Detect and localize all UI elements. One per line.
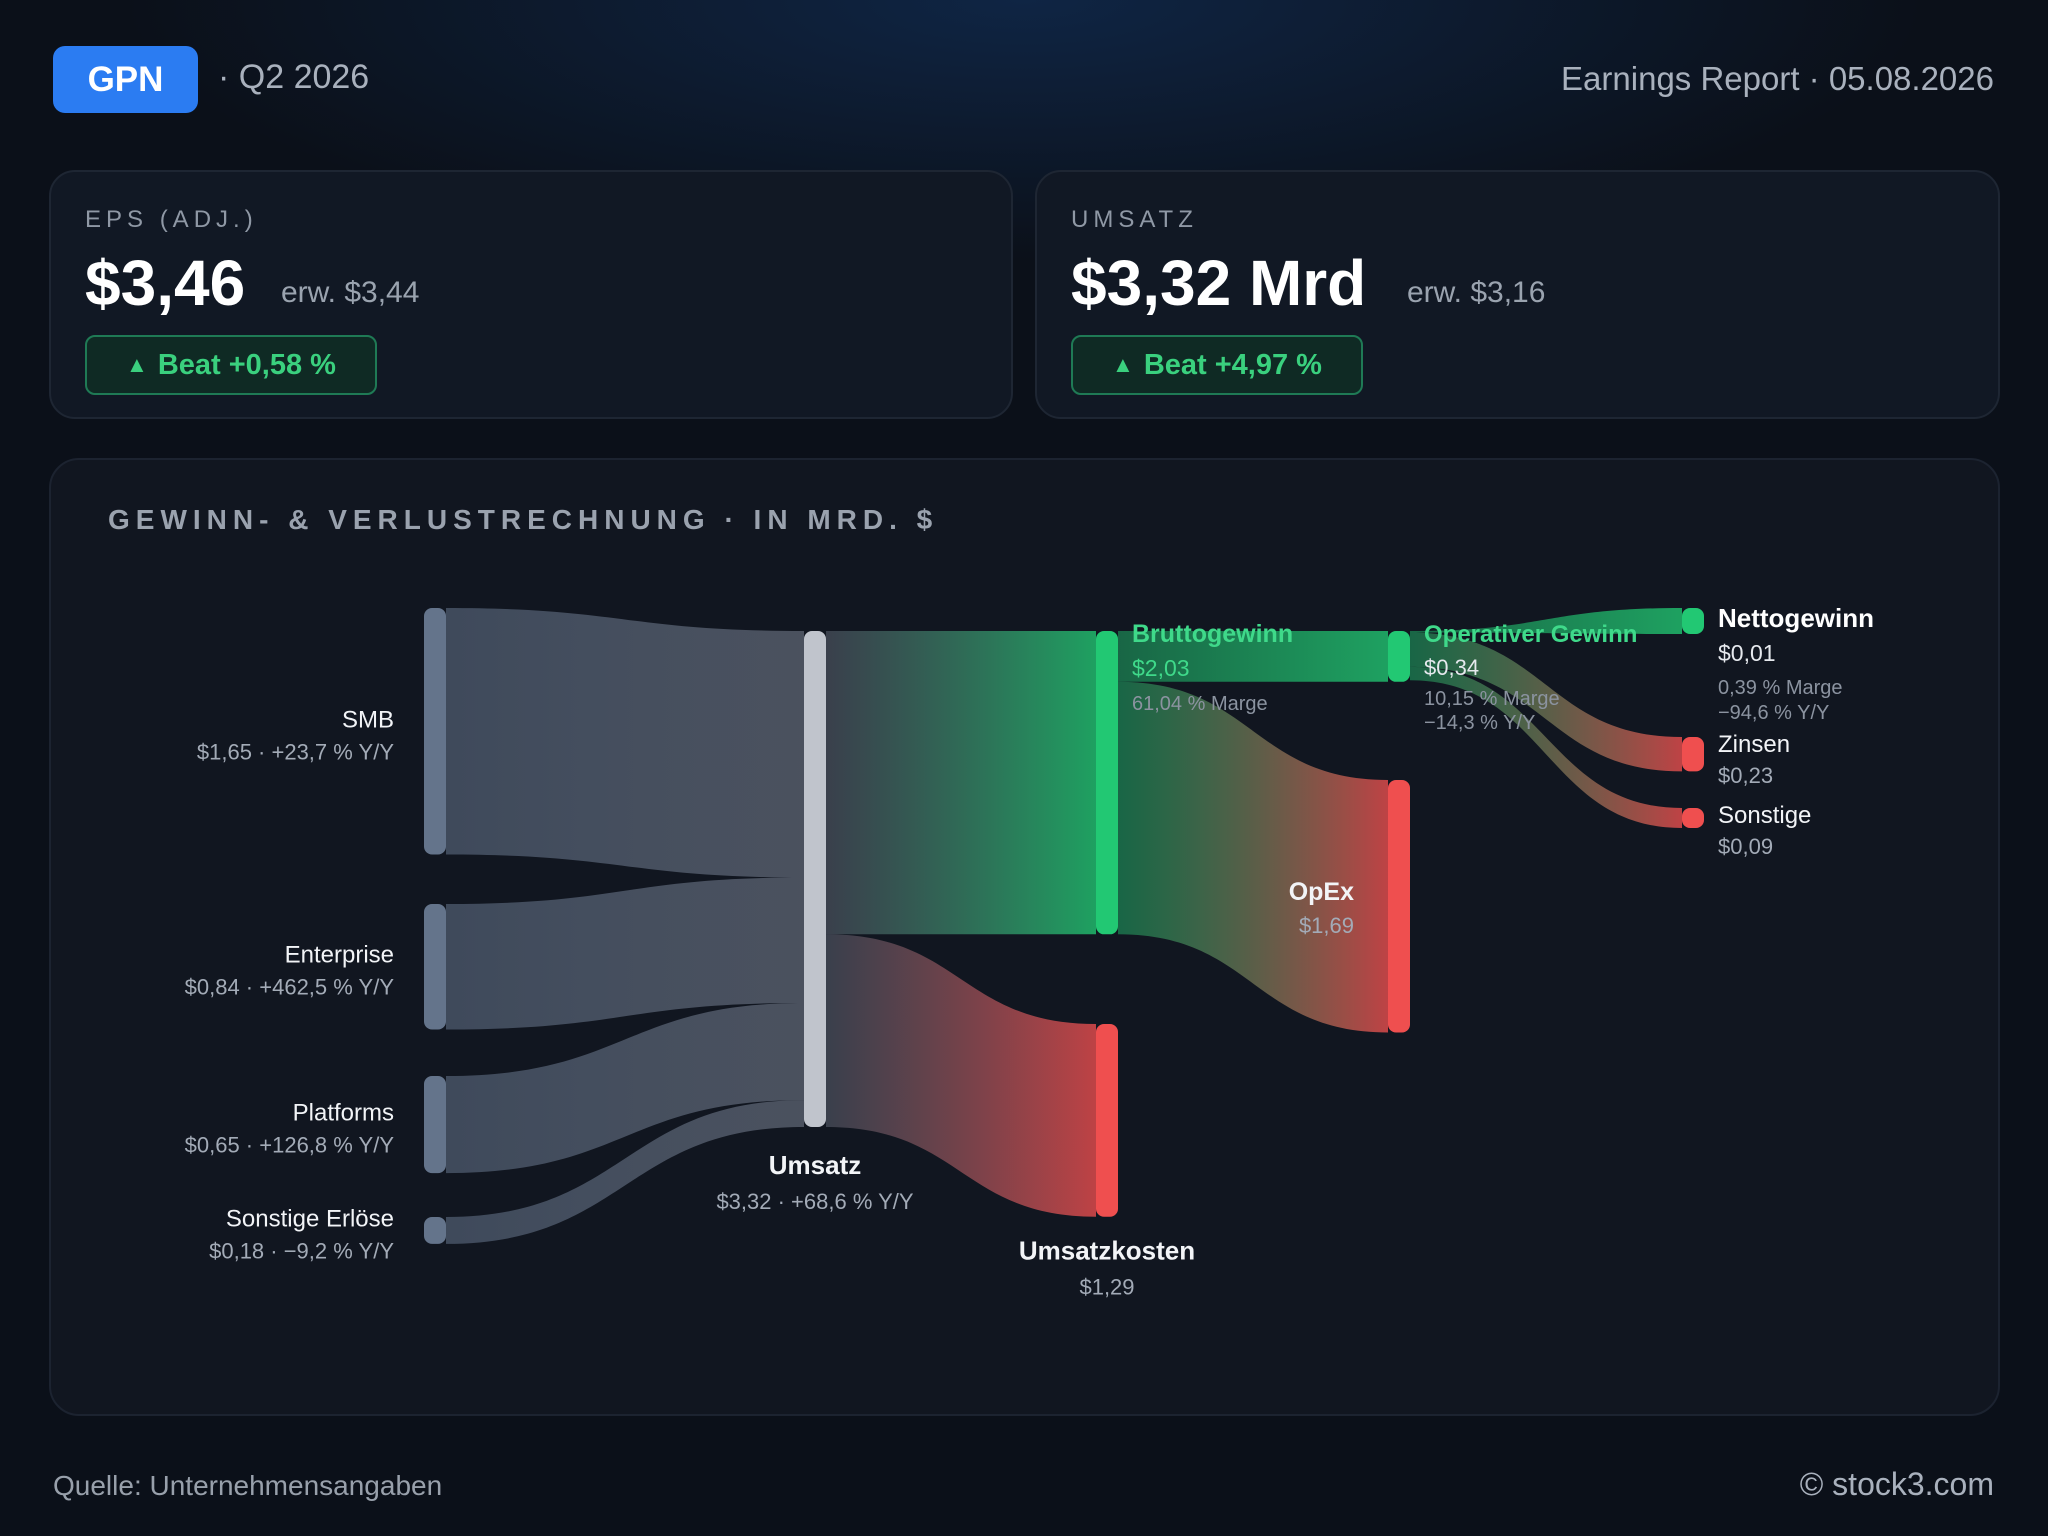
sankey-link-enterprise-revenue	[446, 877, 804, 1030]
sankey-node-opex	[1388, 780, 1410, 1033]
node-label-cogs: Umsatzkosten	[1019, 1236, 1195, 1266]
sankey-node-opinc	[1388, 631, 1410, 682]
node-label-opinc: Operativer Gewinn	[1424, 621, 1637, 648]
revenue-beat-text: Beat +4,97 %	[1143, 348, 1322, 381]
sankey-link-smb-revenue	[446, 608, 804, 878]
sankey-node-cogs	[1096, 1024, 1118, 1217]
sankey-node-other_rev	[424, 1217, 446, 1244]
node-label-other_exp: Sonstige	[1718, 802, 1811, 829]
node-value-other_rev: $0,18 · −9,2 % Y/Y	[209, 1238, 394, 1263]
sankey-node-revenue	[804, 631, 826, 1128]
sankey-link-opinc-interest	[1410, 632, 1682, 772]
node-label-other_rev: Sonstige Erlöse	[226, 1205, 394, 1232]
node-label-opex: OpEx	[1289, 878, 1354, 906]
node-margin-opinc: 10,15 % Marge	[1424, 688, 1560, 710]
node-label-revenue: Umsatz	[769, 1150, 861, 1180]
eps-value: $3,46	[85, 247, 246, 319]
sankey-link-opinc-other_exp	[1410, 666, 1682, 828]
sankey-node-enterprise	[424, 904, 446, 1030]
node-value-platforms: $0,65 · +126,8 % Y/Y	[185, 1133, 395, 1158]
node-label-enterprise: Enterprise	[285, 942, 394, 969]
sankey-link-gross-opinc	[1118, 631, 1388, 682]
revenue-value: $3,32 Mrd	[1071, 247, 1367, 319]
source-note: Quelle: Unternehmensangaben	[53, 1470, 443, 1501]
node-label-platforms: Platforms	[293, 1100, 394, 1127]
node-label-interest: Zinsen	[1718, 731, 1790, 758]
sankey-link-gross-opex	[1118, 681, 1388, 1033]
ticker-badge: GPN	[53, 46, 198, 113]
up-triangle-icon: ▲	[1112, 352, 1134, 377]
report-date: Earnings Report · 05.08.2026	[1561, 60, 1994, 97]
node-value-smb: $1,65 · +23,7 % Y/Y	[197, 739, 394, 764]
sankey-node-platforms	[424, 1076, 446, 1174]
sankey-link-platforms-revenue	[446, 1003, 804, 1174]
up-triangle-icon: ▲	[126, 352, 148, 377]
sankey-link-other_rev-revenue	[446, 1100, 804, 1244]
revenue-estimate: erw. $3,16	[1407, 276, 1546, 309]
sankey-link-revenue-cogs	[826, 934, 1096, 1217]
node-value-gross: $2,03	[1132, 655, 1190, 681]
sankey-node-gross	[1096, 631, 1118, 935]
node-value-net: $0,01	[1718, 640, 1776, 666]
eps-estimate: erw. $3,44	[281, 276, 420, 309]
node-yoy-net: −94,6 % Y/Y	[1718, 702, 1829, 724]
node-yoy-opinc: −14,3 % Y/Y	[1424, 712, 1535, 734]
node-value-other_exp: $0,09	[1718, 834, 1773, 859]
sankey-node-smb	[424, 608, 446, 855]
panel-title: GEWINN- & VERLUSTRECHNUNG · IN MRD. $	[108, 504, 939, 535]
eps-card: EPS (ADJ.) $3,46 erw. $3,44 ▲ Beat +0,58…	[49, 170, 1013, 419]
period-label: · Q2 2026	[218, 58, 370, 96]
node-label-net: Nettogewinn	[1718, 603, 1874, 633]
sankey-node-other_exp	[1682, 808, 1704, 828]
copyright: © stock3.com	[1799, 1466, 1994, 1502]
node-value-cogs: $1,29	[1079, 1275, 1134, 1300]
sankey-link-revenue-gross	[826, 631, 1096, 935]
eps-label: EPS (ADJ.)	[85, 206, 258, 233]
revenue-beat-badge: ▲ Beat +4,97 %	[1071, 335, 1363, 395]
node-label-smb: SMB	[342, 706, 394, 733]
node-value-interest: $0,23	[1718, 763, 1773, 788]
sankey-link-opinc-net	[1410, 608, 1682, 634]
revenue-label: UMSATZ	[1071, 206, 1198, 233]
sankey-node-net	[1682, 608, 1704, 634]
revenue-card: UMSATZ $3,32 Mrd erw. $3,16 ▲ Beat +4,97…	[1035, 170, 2000, 419]
eps-beat-badge: ▲ Beat +0,58 %	[85, 335, 377, 395]
node-value-opinc: $0,34	[1424, 655, 1479, 680]
node-margin-net: 0,39 % Marge	[1718, 677, 1843, 699]
eps-beat-text: Beat +0,58 %	[157, 348, 336, 381]
node-label-gross: Bruttogewinn	[1132, 620, 1293, 648]
node-value-revenue: $3,32 · +68,6 % Y/Y	[716, 1189, 913, 1214]
sankey-node-interest	[1682, 737, 1704, 772]
node-value-opex: $1,69	[1299, 913, 1354, 938]
node-margin-gross: 61,04 % Marge	[1132, 693, 1268, 715]
node-value-enterprise: $0,84 · +462,5 % Y/Y	[185, 975, 395, 1000]
